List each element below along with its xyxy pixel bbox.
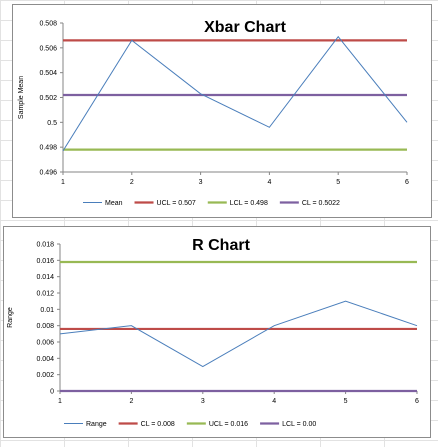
y-tick-label: 0.012	[36, 291, 54, 298]
y-axis-label: Range	[7, 307, 14, 328]
y-tick-label: 0.504	[39, 70, 57, 77]
y-tick-label: 0.01	[40, 307, 54, 314]
y-tick-label: 0.014	[36, 274, 54, 281]
y-tick-label: 0.508	[39, 21, 57, 28]
series-line-0	[59, 300, 418, 368]
x-tick-label: 3	[199, 179, 203, 186]
y-tick-label: 0.5	[47, 120, 57, 127]
y-tick-label: 0.502	[39, 95, 57, 102]
x-tick-label: 6	[405, 179, 409, 186]
x-tick-label: 2	[130, 179, 134, 186]
series-line-0	[62, 35, 408, 152]
y-tick-label: 0.506	[39, 45, 57, 52]
legend-entry-2: LCL = 0.498	[230, 200, 268, 207]
legend-entry-1: CL = 0.008	[141, 421, 175, 428]
xbar-chart-frame[interactable]: Xbar Chart 0.496 0.498 0.5 0.502 0.504 0.506 0.…	[12, 4, 432, 218]
chart-title: R Chart	[192, 237, 250, 254]
legend-entry-3: CL = 0.5022	[302, 200, 340, 207]
r-chart-frame[interactable]: R Chart 0 0.002 0.004 0.006 0.008 0.01 0.012 0.0…	[3, 226, 431, 438]
y-tick-label: 0.018	[36, 242, 54, 249]
x-tick-label: 1	[58, 398, 62, 405]
x-tick-label: 6	[415, 398, 419, 405]
legend-entry-3: LCL = 0.00	[282, 421, 316, 428]
legend-entry-1: UCL = 0.507	[157, 200, 196, 207]
y-tick-label: 0.004	[36, 356, 54, 363]
legend-entry-2: UCL = 0.016	[209, 421, 248, 428]
x-tick-label: 1	[61, 179, 65, 186]
x-tick-label: 2	[129, 398, 133, 405]
y-tick-label: 0.008	[36, 323, 54, 330]
x-tick-label: 4	[272, 398, 276, 405]
x-tick-label: 3	[201, 398, 205, 405]
y-tick-label: 0.496	[39, 170, 57, 177]
xbar-chart-svg: Xbar Chart 0.496 0.498 0.5 0.502 0.504 0.506 0.…	[18, 19, 409, 207]
legend-entry-0: Mean	[105, 200, 123, 207]
y-tick-label: 0.002	[36, 372, 54, 379]
r-chart-svg: R Chart 0 0.002 0.004 0.006 0.008 0.01 0.012 0.0…	[7, 237, 419, 428]
legend-entry-0: Range	[86, 421, 107, 428]
y-axis-label: Sample Mean	[18, 76, 25, 119]
y-tick-label: 0.006	[36, 340, 54, 347]
y-tick-label: 0.498	[39, 145, 57, 152]
x-tick-label: 4	[267, 179, 271, 186]
y-tick-label: 0.016	[36, 258, 54, 265]
chart-title: Xbar Chart	[204, 19, 286, 36]
y-tick-label: 0	[50, 389, 54, 396]
x-tick-label: 5	[344, 398, 348, 405]
x-tick-label: 5	[336, 179, 340, 186]
